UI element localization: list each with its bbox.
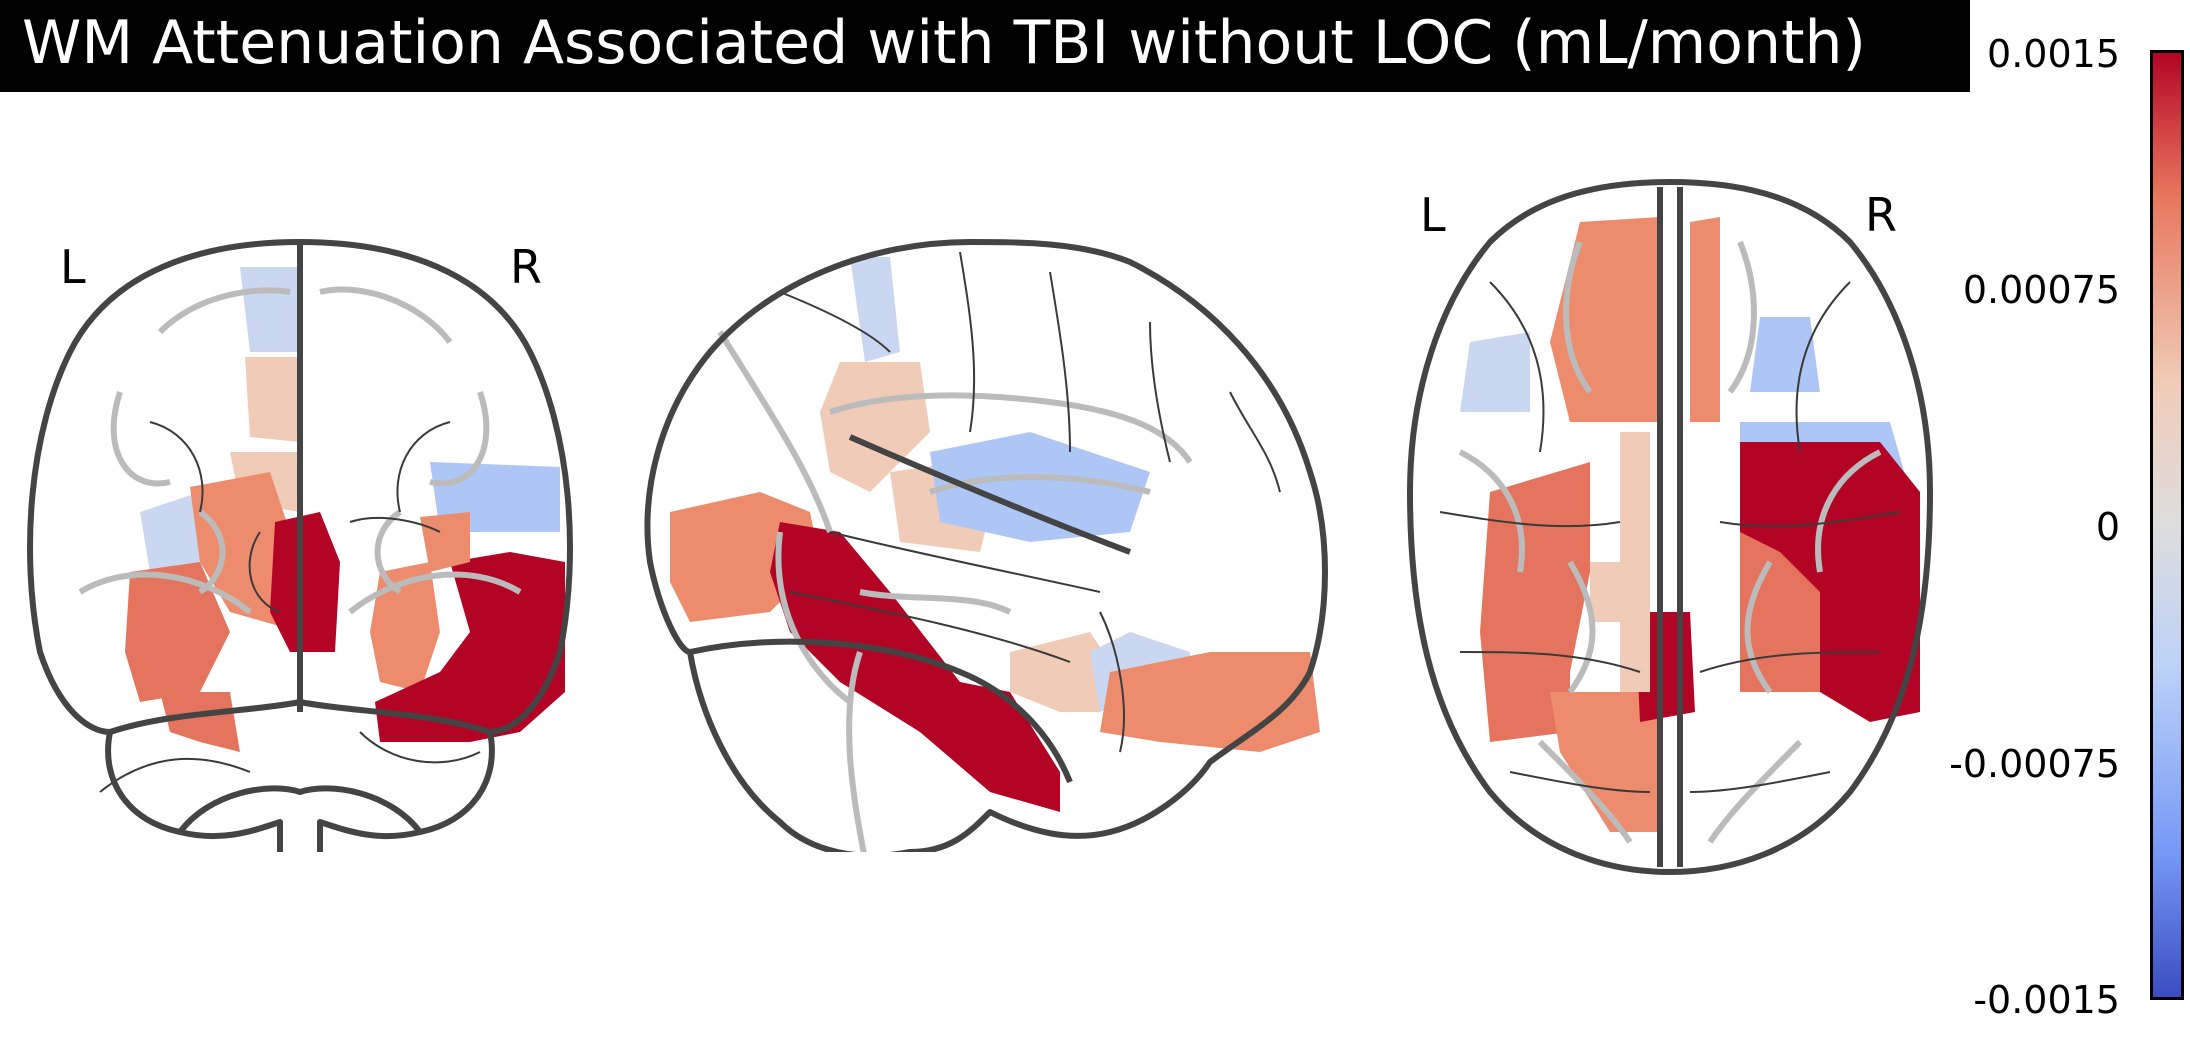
coronal-blob-8: [160, 692, 240, 752]
axial-left-label: L: [1420, 188, 1446, 242]
colorbar-tick-2: 0: [2095, 505, 2120, 549]
axial-view: L R: [1390, 92, 1950, 892]
axial-outline: [1407, 179, 1933, 875]
coronal-brain-map: [27, 239, 573, 895]
figure-title-bar: WM Attenuation Associated with TBI witho…: [0, 0, 1970, 92]
coronal-blob-1: [240, 267, 300, 352]
coronal-blob-2: [245, 357, 300, 442]
axial-blob-6: [1480, 462, 1590, 742]
colorbar-tick-0: 0.0015: [1987, 32, 2120, 76]
sagittal-brain-map: [644, 239, 1328, 883]
axial-blob-8: [1550, 692, 1660, 832]
colorbar-tick-3: -0.00075: [1949, 742, 2120, 786]
coronal-right-label: R: [510, 240, 542, 294]
sagittal-blob-1: [850, 257, 900, 362]
sagittal-gray-contours: [717, 330, 1193, 883]
coronal-gray-contours: [78, 286, 522, 615]
axial-thin-contours: [1439, 281, 1901, 793]
sagittal-view: [630, 92, 1350, 883]
axial-blob-3: [1460, 332, 1530, 412]
sagittal-blob-7: [1010, 632, 1110, 712]
axial-blob-4: [1750, 317, 1820, 392]
sagittal-thin-contours: [779, 251, 1281, 753]
coronal-blob-12: [420, 512, 470, 572]
coronal-left-label: L: [60, 240, 86, 294]
colorbar-tick-4: -0.0015: [1973, 978, 2120, 1022]
axial-brain-map: [1407, 179, 1933, 875]
axial-blob-13: [1620, 432, 1650, 692]
coronal-thin-contours: [99, 421, 481, 793]
coronal-outline: [27, 239, 573, 895]
sagittal-blob-4: [930, 432, 1150, 542]
axial-blob-2: [1690, 217, 1720, 422]
sagittal-blobs: [670, 257, 1320, 812]
colorbar: [2150, 50, 2184, 1000]
colorbar-tick-1: 0.00075: [1962, 268, 2120, 312]
sagittal-blob-9: [1100, 652, 1320, 752]
coronal-view: L R: [0, 92, 600, 895]
coronal-blob-11: [375, 552, 565, 742]
coronal-blob-10: [370, 562, 440, 692]
coronal-blobs: [125, 267, 565, 752]
axial-blob-11: [1740, 612, 1830, 692]
coronal-blob-9: [270, 512, 340, 652]
axial-gray-contours: [1458, 240, 1882, 844]
sagittal-outline: [644, 239, 1328, 859]
sagittal-blob-6: [770, 522, 1060, 812]
coronal-blob-5: [140, 492, 210, 572]
figure-title: WM Attenuation Associated with TBI witho…: [22, 8, 1866, 78]
axial-right-label: R: [1865, 188, 1897, 242]
coronal-blob-7: [125, 562, 230, 702]
